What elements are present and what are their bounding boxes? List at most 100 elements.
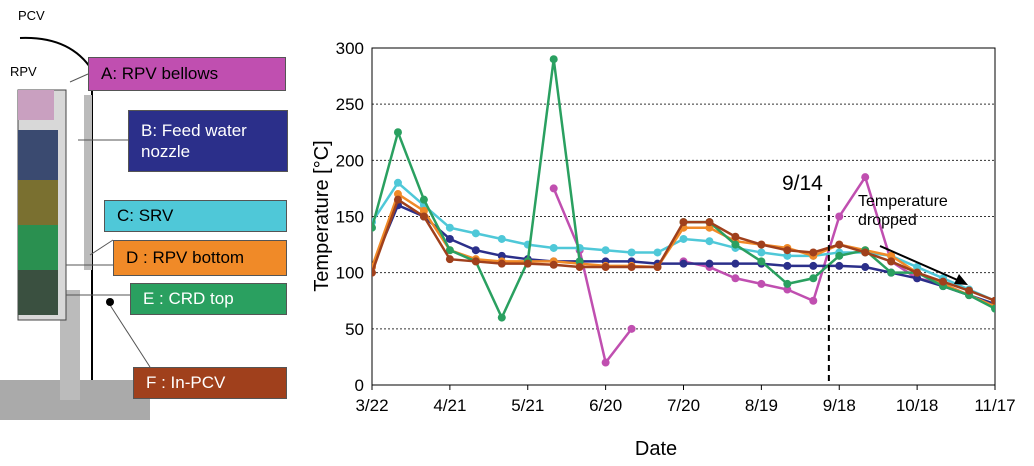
data-point (991, 302, 995, 311)
pointer (109, 304, 151, 368)
data-point (809, 274, 818, 283)
data-point (419, 212, 428, 221)
data-point (809, 261, 818, 270)
data-point (939, 279, 948, 288)
data-point (965, 291, 974, 300)
data-point (549, 184, 558, 193)
data-point (991, 296, 995, 305)
data-point (757, 279, 766, 288)
data-point (497, 313, 506, 322)
rpv-bottom (18, 270, 58, 315)
data-point (965, 291, 974, 300)
data-point (653, 259, 662, 268)
legend-box: F : In-PCV (133, 367, 287, 399)
data-point (913, 274, 922, 283)
data-point (991, 304, 995, 313)
y-tick-label: 0 (355, 376, 364, 395)
data-point (757, 259, 766, 268)
legend-box: D : RPV bottom (113, 240, 287, 276)
data-point (991, 300, 995, 309)
data-point (627, 324, 636, 333)
data-point (372, 263, 376, 272)
data-point (757, 257, 766, 266)
data-point (887, 257, 896, 266)
data-point (601, 246, 610, 255)
annotation-arrow (879, 245, 963, 283)
data-point (835, 261, 844, 270)
data-point (991, 296, 995, 305)
data-point (705, 223, 714, 232)
data-point (809, 296, 818, 305)
data-point (861, 248, 870, 257)
data-point (705, 218, 714, 227)
x-tick-label: 8/19 (745, 396, 778, 415)
data-point (549, 243, 558, 252)
data-point (523, 257, 532, 266)
pointer (89, 239, 114, 256)
data-point (913, 268, 922, 277)
series-group (372, 55, 995, 367)
data-point (419, 201, 428, 210)
data-point (861, 246, 870, 255)
data-point (575, 257, 584, 266)
data-point (627, 248, 636, 257)
data-point (419, 195, 428, 204)
data-point (887, 268, 896, 277)
data-point (939, 282, 948, 291)
reactor-diagram: PCV RPV (0, 8, 151, 420)
data-point (471, 255, 480, 264)
data-point (809, 251, 818, 260)
data-point (497, 259, 506, 268)
data-point (471, 246, 480, 255)
data-point (549, 55, 558, 64)
data-point (705, 237, 714, 246)
data-point (939, 279, 948, 288)
data-point (419, 206, 428, 215)
data-point (835, 248, 844, 257)
data-point (471, 257, 480, 266)
data-point (809, 251, 818, 260)
data-point (445, 246, 454, 255)
data-point (372, 263, 376, 272)
data-point (705, 259, 714, 268)
data-point (471, 257, 480, 266)
data-point (887, 251, 896, 260)
data-point (445, 234, 454, 243)
data-point (835, 251, 844, 260)
data-point (523, 257, 532, 266)
data-point (653, 263, 662, 272)
data-point (731, 237, 740, 246)
data-point (679, 259, 688, 268)
data-point (471, 229, 480, 238)
data-point (393, 190, 402, 199)
data-point (419, 212, 428, 221)
legend-box: E : CRD top (130, 283, 287, 315)
data-point (445, 255, 454, 264)
data-point (913, 274, 922, 283)
data-point (783, 279, 792, 288)
data-point (887, 251, 896, 260)
data-point (372, 268, 376, 277)
data-point (653, 248, 662, 257)
x-axis-label: Date (635, 438, 677, 460)
data-point (757, 248, 766, 257)
pointer (69, 73, 89, 83)
legend-box: B: Feed water nozzle (128, 110, 288, 172)
data-point (601, 257, 610, 266)
data-point (731, 232, 740, 241)
series-line (372, 192, 995, 308)
data-point (549, 260, 558, 269)
rpv-lower (18, 225, 58, 270)
diagram-label: PCV (18, 8, 45, 23)
plot-frame (371, 47, 996, 386)
data-point (939, 274, 948, 283)
data-point (913, 268, 922, 277)
data-point (627, 261, 636, 270)
diagram-label: RPV (10, 64, 37, 79)
data-point (601, 358, 610, 367)
data-point (705, 218, 714, 227)
y-tick-label: 150 (336, 208, 364, 227)
data-point (861, 263, 870, 272)
pipe (84, 95, 92, 270)
